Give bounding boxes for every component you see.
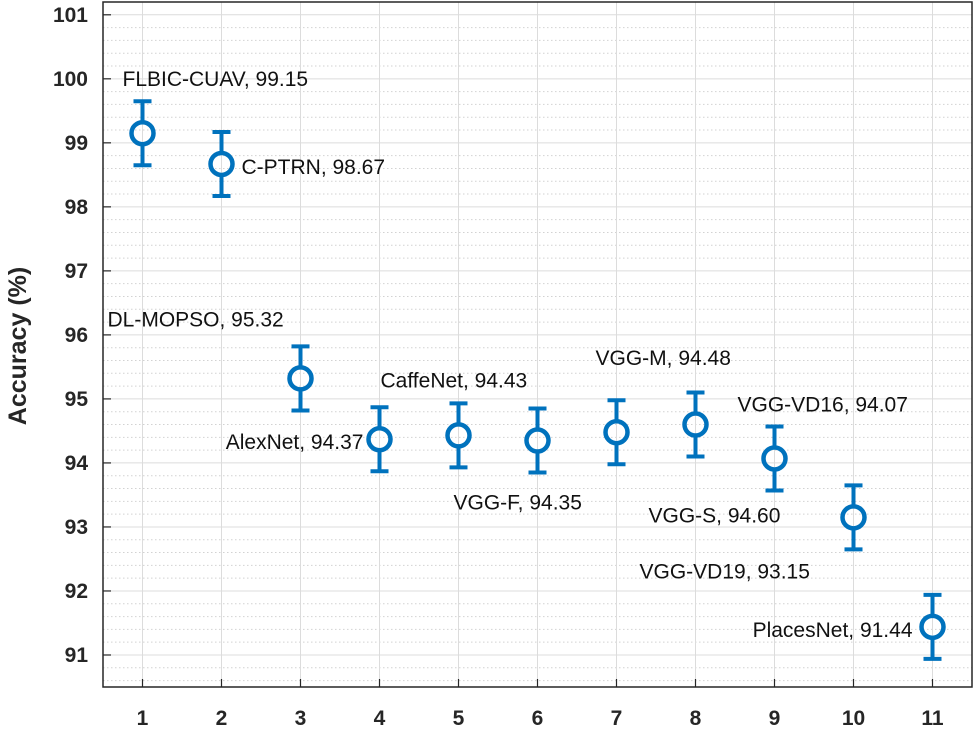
point-label: FLBIC-CUAV, 99.15 [123, 68, 309, 91]
data-point-marker [129, 119, 156, 147]
y-tick-label: 95 [65, 388, 89, 411]
error-bar [528, 406, 547, 475]
y-axis-label: Accuracy (%) [4, 267, 32, 425]
error-bar [686, 390, 705, 459]
x-axis-ticks: 1 2 3 4 5 6 7 8 9 10 11 [137, 679, 944, 730]
y-axis-ticks: 91 92 93 94 95 96 97 98 99 100 101 [53, 4, 111, 667]
error-bar [449, 401, 468, 470]
x-tick-label: 4 [374, 707, 386, 730]
data-point-marker [445, 422, 472, 449]
minor-grid [103, 1, 972, 682]
error-bar [370, 405, 389, 474]
data-point-marker [919, 613, 946, 641]
y-tick-label: 99 [65, 132, 88, 155]
x-tick-label: 7 [611, 707, 623, 730]
error-bar [923, 592, 942, 661]
x-tick-label: 10 [842, 707, 865, 730]
y-tick-label: 91 [65, 644, 89, 667]
point-label: VGG-S, 94.60 [649, 505, 781, 528]
error-bar [291, 344, 310, 413]
data-point-marker [287, 365, 314, 392]
point-label: CaffeNet, 94.43 [381, 369, 528, 392]
error-bar [607, 398, 626, 467]
point-label: AlexNet, 94.37 [226, 431, 364, 454]
x-tick-label: 1 [137, 707, 149, 730]
x-tick-label: 9 [769, 707, 781, 730]
point-label: PlacesNet, 91.44 [753, 619, 913, 642]
point-label: C-PTRN, 98.67 [242, 156, 386, 179]
y-tick-label: 96 [65, 324, 88, 347]
major-grid [103, 2, 972, 687]
x-tick-label: 3 [295, 707, 307, 730]
point-labels: FLBIC-CUAV, 99.15 C-PTRN, 98.67 DL-MOPSO, … [108, 68, 913, 642]
data-point-marker [603, 418, 630, 446]
y-tick-label: 94 [65, 452, 89, 475]
error-bar [133, 99, 152, 168]
point-label: VGG-F, 94.35 [454, 492, 582, 515]
y-tick-label: 101 [53, 4, 88, 27]
point-label: VGG-VD19, 93.15 [640, 560, 810, 583]
x-tick-label: 11 [921, 707, 944, 730]
data-point-marker [366, 425, 393, 453]
x-tick-label: 5 [453, 707, 465, 730]
error-bar [212, 129, 231, 198]
point-label: VGG-VD16, 94.07 [738, 393, 908, 416]
y-tick-label: 100 [53, 68, 88, 91]
data-point-marker [682, 411, 709, 438]
y-tick-label: 98 [65, 196, 89, 219]
data-point-marker [524, 427, 551, 454]
point-label: VGG-M, 94.48 [596, 347, 731, 370]
y-tick-label: 97 [65, 260, 88, 283]
y-tick-label: 93 [65, 516, 88, 539]
error-bar [765, 424, 784, 493]
error-bar [844, 483, 863, 552]
data-point-marker [840, 504, 867, 531]
data-point-marker [208, 150, 235, 178]
data-point-marker [761, 445, 788, 472]
error-bars [133, 99, 942, 661]
data-markers [129, 119, 946, 641]
y-tick-label: 92 [65, 580, 88, 603]
x-tick-label: 2 [216, 707, 228, 730]
x-tick-label: 8 [690, 707, 702, 730]
point-label: DL-MOPSO, 95.32 [108, 308, 284, 331]
x-tick-label: 6 [532, 707, 544, 730]
